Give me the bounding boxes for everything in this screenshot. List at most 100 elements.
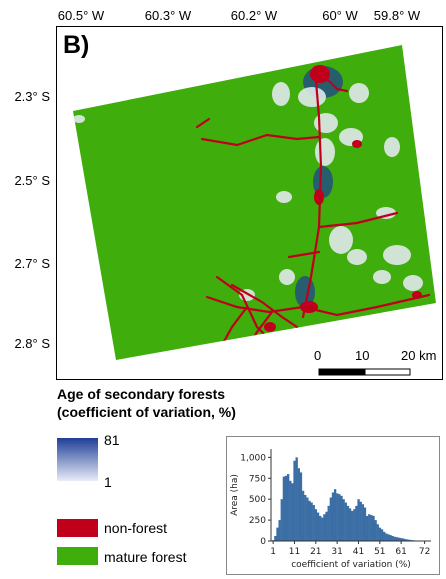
lon-tick-label: 60° W: [322, 8, 358, 23]
histogram-bar: [344, 502, 347, 541]
mature-forest-label: mature forest: [104, 549, 187, 565]
x-axis-label: coefficient of variation (%): [291, 560, 411, 570]
histogram-bar: [333, 489, 337, 541]
y-tick-label: 750: [249, 474, 266, 484]
histogram-bar: [336, 493, 339, 541]
secondary-forest-gradient-swatch: [57, 438, 98, 481]
histogram-bar: [338, 494, 341, 541]
histogram-bar: [408, 539, 411, 541]
histogram-bar: [325, 511, 328, 541]
lon-tick-label: 59.8° W: [373, 8, 421, 23]
histogram-bar: [310, 502, 313, 541]
histogram-bar: [385, 533, 388, 541]
histogram-bar: [280, 499, 283, 541]
lon-tick-label: 60.2° W: [230, 8, 278, 23]
histogram-bar: [402, 538, 405, 541]
histogram-bar: [321, 517, 324, 541]
histogram-bar: [363, 507, 367, 541]
mature-forest-area: [73, 45, 436, 360]
histogram-bar: [331, 492, 335, 541]
scale-label-20km: 20 km: [401, 348, 437, 363]
legend-subtitle: (coefficient of variation, %): [57, 404, 236, 420]
histogram-bar: [397, 537, 401, 541]
x-tick-label: 61: [395, 547, 406, 557]
scale-label-10: 10: [355, 348, 370, 363]
x-tick-label: 72: [419, 547, 430, 557]
histogram-bar: [361, 504, 364, 541]
x-tick-label: 31: [331, 547, 342, 557]
lat-tick-label: 2.5° S: [14, 173, 50, 188]
histogram-bar: [289, 480, 292, 541]
lat-tick-label: 2.7° S: [14, 256, 50, 271]
classified-map-image: [73, 45, 436, 376]
histogram-bar: [393, 536, 396, 541]
histogram-bar: [372, 515, 375, 541]
histogram-bar: [387, 534, 390, 541]
histogram-bar: [395, 537, 399, 541]
histogram-bar: [314, 509, 318, 541]
histogram-bar: [400, 538, 403, 541]
histogram-bar: [287, 474, 290, 541]
lat-tick-label: 2.8° S: [14, 336, 50, 351]
histogram-bar: [327, 505, 330, 541]
histogram-bar: [342, 499, 345, 541]
histogram-bar: [306, 497, 309, 541]
non-forest-label: non-forest: [104, 520, 168, 536]
histogram-bar: [295, 457, 298, 541]
histogram-bar: [404, 539, 407, 541]
y-tick-label: 1,000: [240, 453, 266, 463]
histogram-bar: [346, 505, 350, 541]
histogram-bar: [278, 520, 281, 541]
x-tick-label: 11: [289, 547, 300, 557]
y-tick-label: 250: [249, 516, 266, 526]
histogram-bar: [380, 529, 384, 541]
y-axis-label: Area (ha): [230, 474, 240, 516]
histogram-bar: [319, 515, 322, 541]
scale-label-0: 0: [314, 348, 322, 363]
histogram-bar: [304, 495, 307, 541]
scale-bar: [318, 368, 411, 376]
histogram-bar: [374, 520, 377, 541]
histogram-bar: [389, 535, 392, 541]
histogram-bar: [312, 505, 315, 541]
histogram-bar: [308, 500, 311, 541]
histogram-bar: [365, 515, 369, 541]
lat-tick-label: 2.3° S: [14, 89, 50, 104]
histogram-bar: [274, 535, 277, 541]
mature-forest-swatch: [57, 547, 98, 565]
histogram-bar: [340, 495, 343, 541]
histogram-bar: [291, 483, 294, 541]
histogram-bar: [348, 508, 352, 541]
histogram-bar: [284, 475, 288, 541]
histogram-panel: 0 250 500 750 1,000 1 11 21 31 41 51 61 72 coefficien…: [226, 436, 440, 575]
histogram-bar: [329, 497, 332, 541]
histogram-bar: [297, 468, 300, 541]
histogram-bar: [299, 472, 303, 541]
histogram-bar: [355, 505, 358, 541]
histogram-bar: [353, 509, 356, 541]
histogram-bar: [301, 490, 305, 541]
histogram-bar: [276, 527, 279, 541]
y-tick-label: 0: [260, 537, 266, 547]
x-tick-label: 21: [310, 547, 321, 557]
x-tick-label: 41: [353, 547, 364, 557]
gradient-max-label: 81: [104, 432, 120, 448]
histogram-bar: [378, 527, 382, 541]
x-tick-label: 1: [270, 547, 276, 557]
panel-label: B): [63, 31, 90, 59]
histogram-bar: [357, 499, 360, 541]
land-cover-features: [73, 65, 431, 351]
histogram-bar: [323, 514, 326, 541]
lon-tick-label: 60.5° W: [57, 8, 105, 23]
gradient-min-label: 1: [104, 474, 112, 490]
histogram-bar: [359, 501, 362, 541]
y-tick-label: 500: [249, 495, 266, 505]
legend-title: Age of secondary forests: [57, 386, 226, 402]
histogram-bar: [282, 476, 286, 541]
histogram-bar: [383, 531, 386, 541]
histogram-bar: [351, 510, 354, 541]
histogram-bar: [316, 512, 320, 541]
lon-tick-label: 60.3° W: [144, 8, 192, 23]
histogram-bar: [368, 514, 371, 541]
